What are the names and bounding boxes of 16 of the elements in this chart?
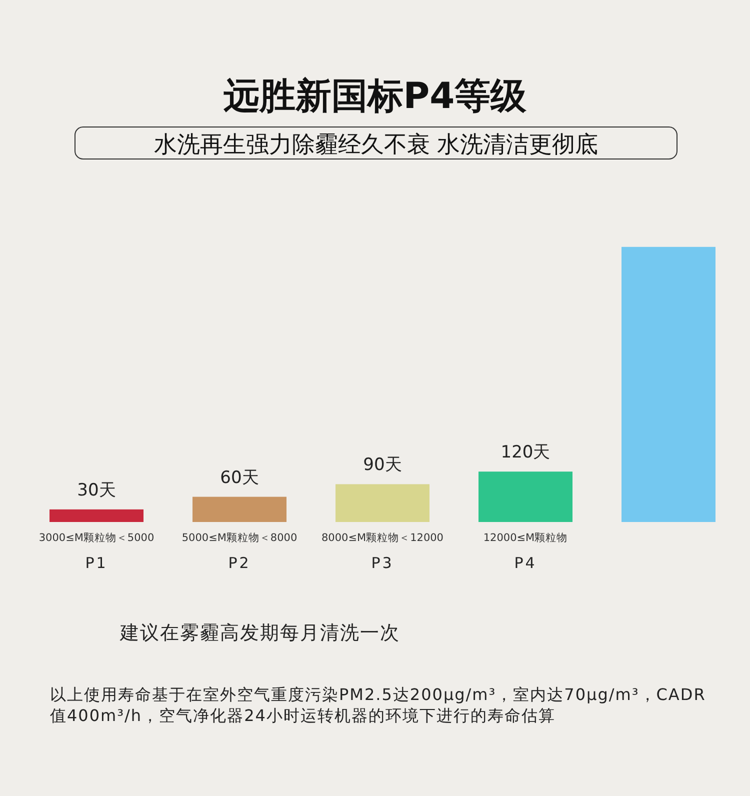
text: 12000≤M颗粒物: [483, 532, 568, 544]
chart-subtitle: 水洗再生强力除霾经久不衰 水洗清洁更彻底: [154, 132, 598, 158]
data-label: 120天: [500, 442, 550, 463]
x-tick-label: P2: [228, 554, 251, 572]
data-label: 60天: [220, 468, 259, 488]
x-tick-label: P4: [514, 554, 537, 572]
text: 建议在雾霾高发期每月清洗一次: [120, 621, 401, 646]
text: 3000≤M颗粒物＜5000: [38, 532, 154, 544]
text: 以上使用寿命基于在室外空气重度污染PM2.5达200μg/m³，室内达70μg/m³，CADR值400m³/h，空气净化器24小时运转机器的环境下进行的寿命估算: [50, 684, 707, 726]
data-label: 90天: [363, 455, 402, 476]
text: 8000≤M颗粒物＜12000: [322, 532, 444, 544]
data-label: 30天: [77, 480, 116, 500]
x-tick-label: P1: [85, 554, 108, 572]
text: 5000≤M颗粒物＜8000: [182, 532, 298, 544]
chart-title: 远胜新国标P4等级: [223, 76, 528, 117]
x-tick-label: P3: [371, 554, 394, 572]
